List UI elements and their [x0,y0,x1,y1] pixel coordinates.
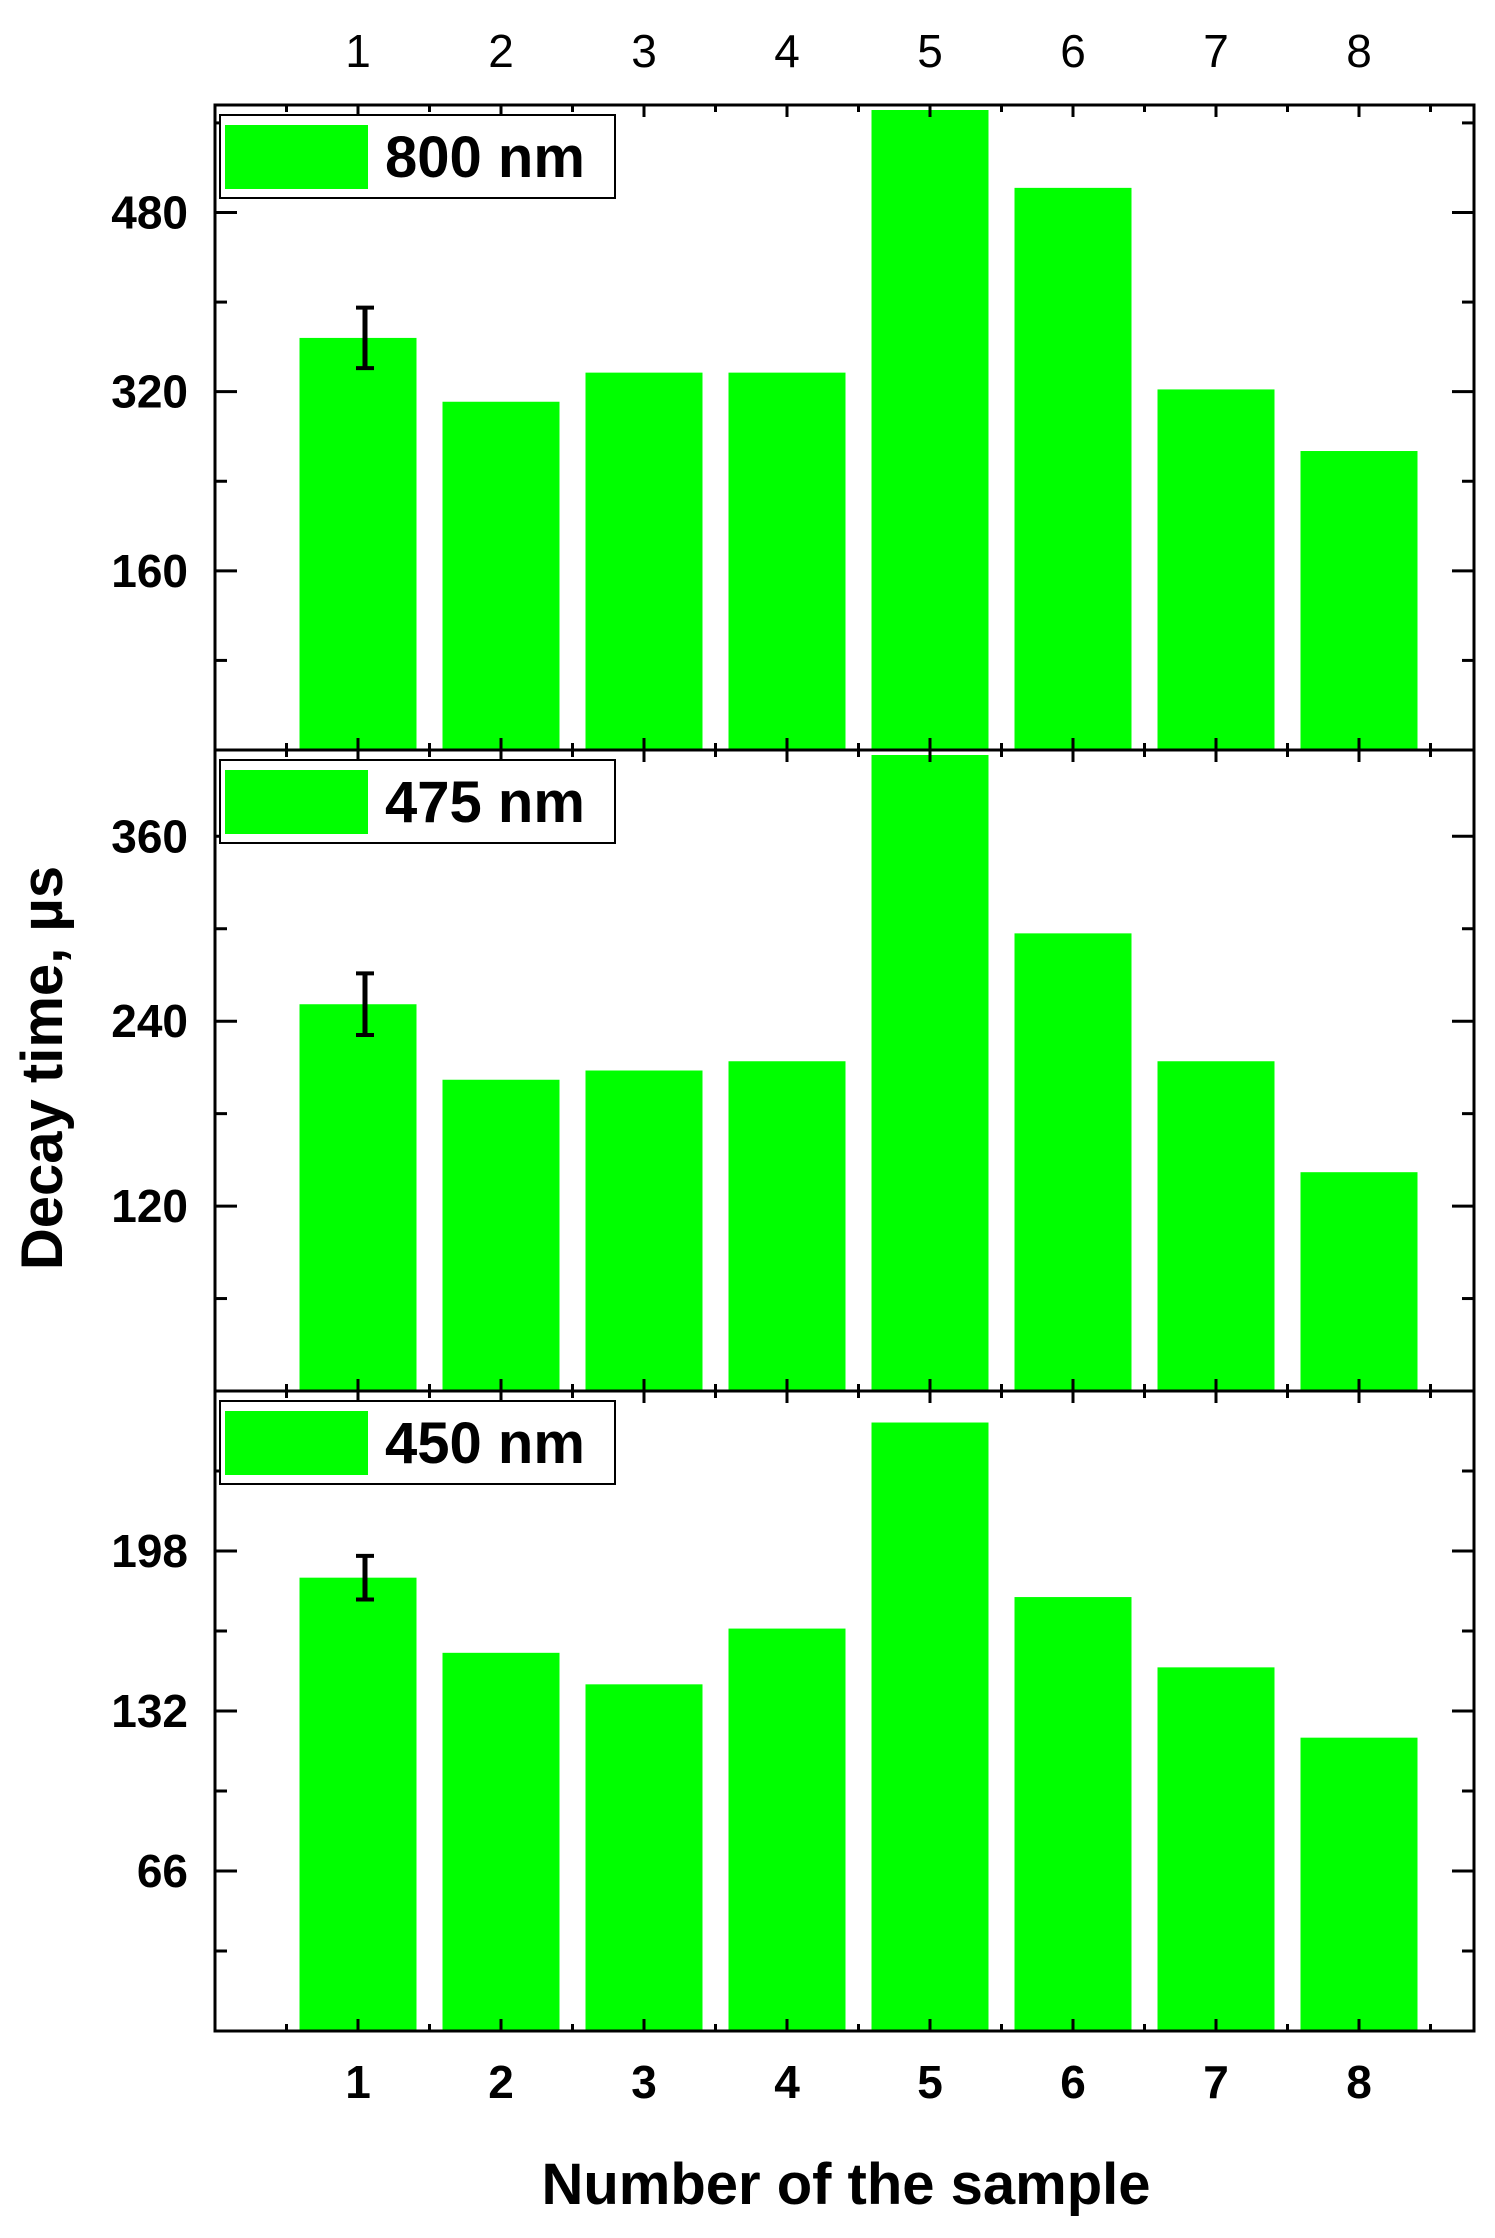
legend-swatch-panel-1 [225,125,368,189]
bar-panel-3-sample-2 [442,1652,560,2031]
y-tick-label-panel-1: 160 [111,545,188,597]
legend-swatch-panel-2 [225,770,368,834]
bar-panel-3-sample-4 [728,1628,846,2031]
bar-panel-2-sample-8 [1300,1172,1418,1391]
x-bottom-tick-label: 8 [1346,2056,1372,2108]
bar-panel-1-sample-7 [1157,389,1275,750]
x-top-tick-label: 1 [345,25,371,77]
x-axis-title: Number of the sample [541,2152,1150,2217]
bar-panel-1-sample-1 [299,337,417,750]
legend-label-panel-3: 450 nm [385,1411,585,1476]
bar-panel-3-sample-8 [1300,1737,1418,2031]
bar-panel-2-sample-3 [585,1070,703,1391]
x-top-tick-label: 7 [1203,25,1229,77]
x-top-tick-label: 5 [917,25,943,77]
bar-panel-1-sample-5 [871,110,989,750]
bar-panel-1-sample-8 [1300,451,1418,750]
y-tick-label-panel-2: 240 [111,995,188,1047]
bar-panel-2-sample-4 [728,1061,846,1391]
bar-panel-1-sample-3 [585,372,703,750]
bar-panel-3-sample-7 [1157,1667,1275,2031]
bar-panel-2-sample-7 [1157,1061,1275,1391]
x-top-tick-label: 4 [774,25,800,77]
y-tick-label-panel-3: 66 [137,1845,188,1897]
bar-panel-2-sample-5 [871,755,989,1391]
legend-swatch-panel-3 [225,1411,368,1475]
bar-panel-3-sample-5 [871,1422,989,2031]
bar-panel-1-sample-4 [728,372,846,750]
y-axis-title: Decay time, µs [10,866,75,1270]
x-bottom-tick-label: 1 [345,2056,371,2108]
x-bottom-tick-label: 3 [631,2056,657,2108]
bar-panel-3-sample-3 [585,1684,703,2031]
y-tick-label-panel-1: 320 [111,366,188,418]
y-tick-label-panel-2: 360 [111,810,188,862]
bar-panel-1-sample-2 [442,401,560,750]
x-bottom-tick-label: 5 [917,2056,943,2108]
bar-panel-1-sample-6 [1014,187,1132,751]
bar-panel-3-sample-1 [299,1577,417,2031]
x-top-tick-label: 3 [631,25,657,77]
x-bottom-tick-label: 6 [1060,2056,1086,2108]
legend-label-panel-2: 475 nm [385,770,585,835]
x-top-tick-label: 2 [488,25,514,77]
legend-label-panel-1: 800 nm [385,125,585,190]
bar-panel-3-sample-6 [1014,1597,1132,2031]
y-tick-label-panel-2: 120 [111,1180,188,1232]
y-tick-label-panel-1: 480 [111,187,188,239]
x-top-tick-label: 8 [1346,25,1372,77]
x-top-tick-label: 6 [1060,25,1086,77]
x-bottom-tick-label: 7 [1203,2056,1229,2108]
y-tick-label-panel-3: 198 [111,1525,188,1577]
x-bottom-tick-label: 2 [488,2056,514,2108]
bar-panel-2-sample-2 [442,1079,560,1391]
x-bottom-tick-label: 4 [774,2056,800,2108]
y-tick-label-panel-3: 132 [111,1685,188,1737]
bar-panel-2-sample-1 [299,1004,417,1391]
bar-panel-2-sample-6 [1014,933,1132,1391]
